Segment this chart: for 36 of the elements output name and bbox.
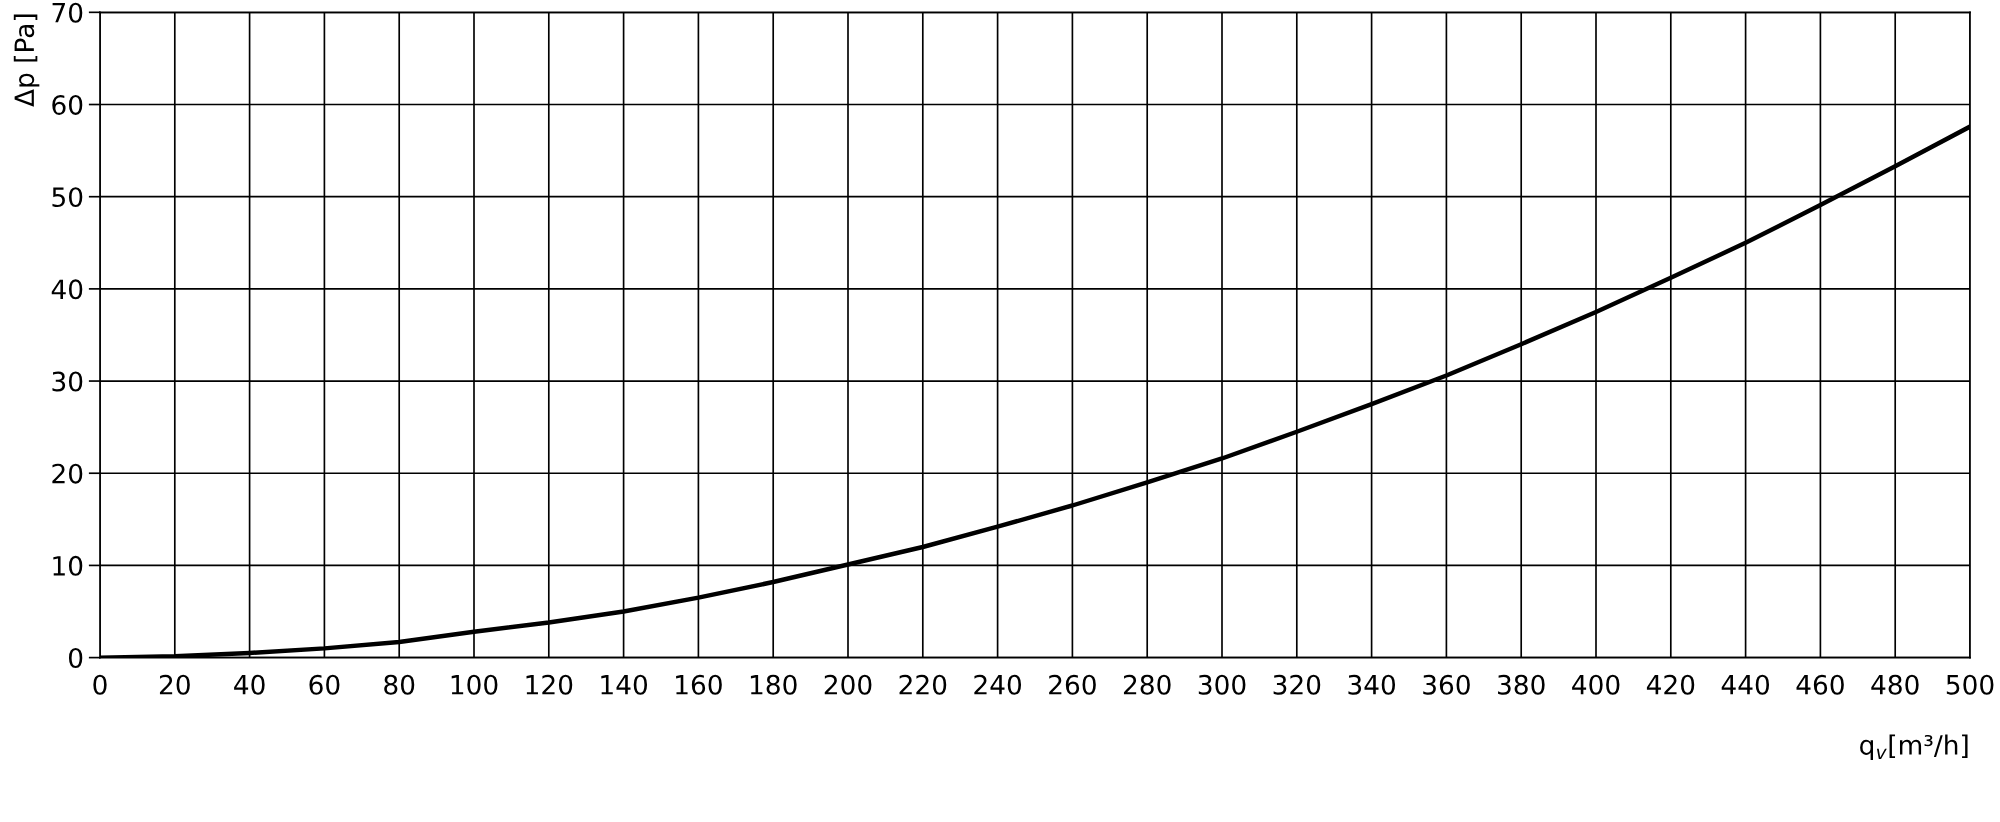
y-tick-label: 10: [53, 555, 83, 576]
x-tick-label: 420: [1646, 674, 1695, 695]
x-tick-label: 220: [899, 674, 947, 695]
x-tick-label: 40: [234, 674, 265, 695]
x-tick-label: 300: [1198, 674, 1246, 695]
y-tick-label: 60: [52, 94, 83, 115]
x-tick-label: 200: [824, 674, 872, 695]
y-tick-label: 20: [52, 463, 83, 484]
x-tick-label: 360: [1423, 674, 1470, 695]
y-tick-label: 50: [52, 187, 83, 208]
x-tick-label: 0: [93, 674, 107, 695]
x-tick-label: 380: [1498, 674, 1545, 695]
x-tick-label: 100: [451, 674, 498, 695]
x-tick-label: 240: [974, 674, 1022, 695]
x-tick-label: 280: [1123, 674, 1171, 695]
y-tick-label: 30: [52, 371, 83, 392]
y-axis-title: Δp [Pa]: [13, 14, 40, 107]
x-tick-label: 260: [1049, 674, 1096, 695]
x-tick-label: 320: [1273, 674, 1321, 695]
y-tick-label: 70: [52, 2, 83, 23]
x-tick-label: 160: [676, 674, 722, 695]
y-tick-label: 0: [68, 648, 83, 668]
x-tick-label: 400: [1572, 674, 1620, 695]
x-tick-label: 140: [601, 674, 648, 695]
x-tick-label: 500: [1946, 674, 1994, 695]
x-tick-label: 480: [1871, 674, 1919, 695]
x-tick-label: 460: [1796, 674, 1844, 695]
x-tick-label: 340: [1348, 674, 1396, 695]
x-tick-label: 440: [1721, 674, 1770, 695]
x-tick-label: 80: [384, 674, 415, 695]
x-tick-label: 180: [750, 674, 797, 695]
x-tick-label: 20: [159, 674, 190, 695]
x-tick-label: 120: [526, 674, 573, 695]
y-tick-label: 40: [51, 279, 83, 300]
x-tick-label: 60: [309, 674, 340, 695]
x-axis-title: q$_{v}$[m³/h]: [1860, 734, 1968, 761]
